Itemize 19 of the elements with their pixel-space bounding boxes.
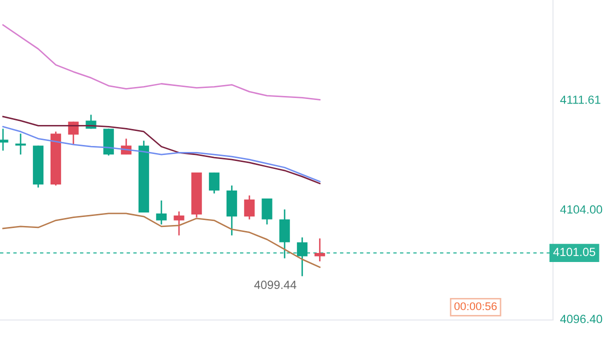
candlestick	[296, 236, 308, 277]
candlestick	[156, 200, 167, 226]
candlestick	[15, 132, 26, 156]
candlestick	[262, 198, 272, 226]
candlestick	[244, 194, 255, 220]
candlestick	[314, 238, 326, 262]
y-tick-label: 4111.61	[560, 96, 600, 104]
candlestick	[208, 172, 220, 194]
y-tick-label: 4096.40	[560, 314, 602, 324]
line-series	[2, 126, 320, 182]
annotation: 4099.44	[254, 280, 296, 290]
line-series	[2, 24, 320, 100]
text: 00:00:56	[454, 302, 497, 310]
line-series	[2, 116, 320, 184]
line-series	[2, 212, 320, 268]
candlestick	[174, 210, 184, 236]
ref-line-label: 4101.05	[553, 248, 596, 256]
y-tick-label: 4104.00	[560, 205, 602, 214]
candlestick	[279, 208, 290, 259]
